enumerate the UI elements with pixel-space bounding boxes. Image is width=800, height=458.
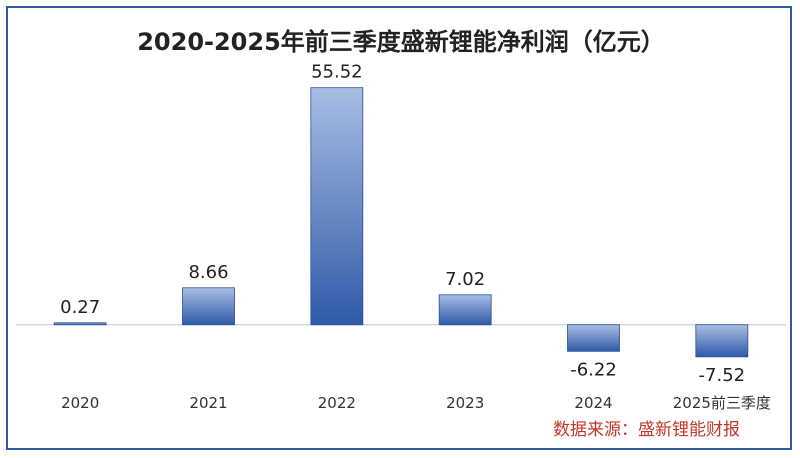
category-label-2020: 2020 — [61, 394, 99, 412]
value-label-2025前三季度: -7.52 — [699, 365, 746, 386]
category-label-2023: 2023 — [446, 394, 484, 412]
category-label-2022: 2022 — [318, 394, 356, 412]
data-source-note: 数据来源：盛新锂能财报 — [553, 420, 740, 440]
chart-plot: 0.27 2020 8.66 2021 55.52 2022 7.02 2023 -6.22 20… — [16, 62, 786, 412]
bar-2022 — [310, 87, 364, 326]
category-label-2021: 2021 — [189, 394, 227, 412]
chart-frame: 2020-2025年前三季度盛新锂能净利润（亿元） 0.27 2020 8.66 20… — [6, 6, 792, 450]
value-label-2024: -6.22 — [570, 359, 617, 380]
value-label-2022: 55.52 — [311, 62, 363, 83]
bar-2023 — [438, 294, 492, 326]
bar-2024 — [567, 324, 620, 352]
category-label-2024: 2024 — [574, 394, 612, 412]
bar-2021 — [182, 287, 235, 326]
value-label-2021: 8.66 — [188, 262, 228, 283]
bar-2025前三季度 — [695, 324, 749, 358]
value-label-2023: 7.02 — [445, 269, 485, 290]
category-label-2025前三季度: 2025前三季度 — [673, 394, 771, 412]
chart-title: 2020-2025年前三季度盛新锂能净利润（亿元） — [137, 28, 665, 56]
value-label-2020: 0.27 — [60, 297, 100, 318]
bar-2020 — [53, 322, 107, 326]
